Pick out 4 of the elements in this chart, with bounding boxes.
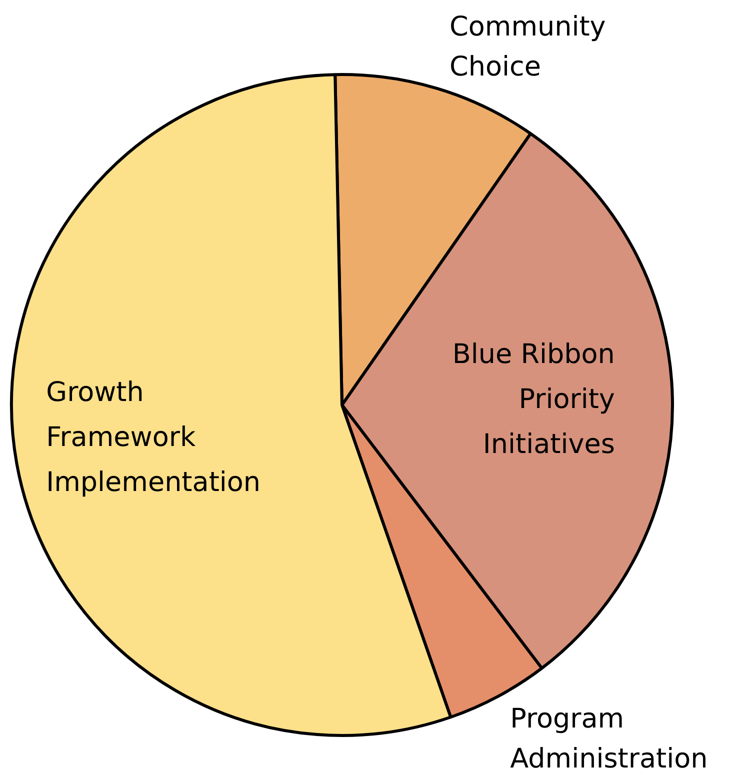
slice-label: Growth Framework Implementation — [46, 376, 261, 498]
slice-label: Community Choice — [450, 12, 606, 83]
slice-label: Blue Ribbon Priority Initiatives — [452, 339, 615, 460]
slice-label: Program Administration — [510, 703, 708, 774]
